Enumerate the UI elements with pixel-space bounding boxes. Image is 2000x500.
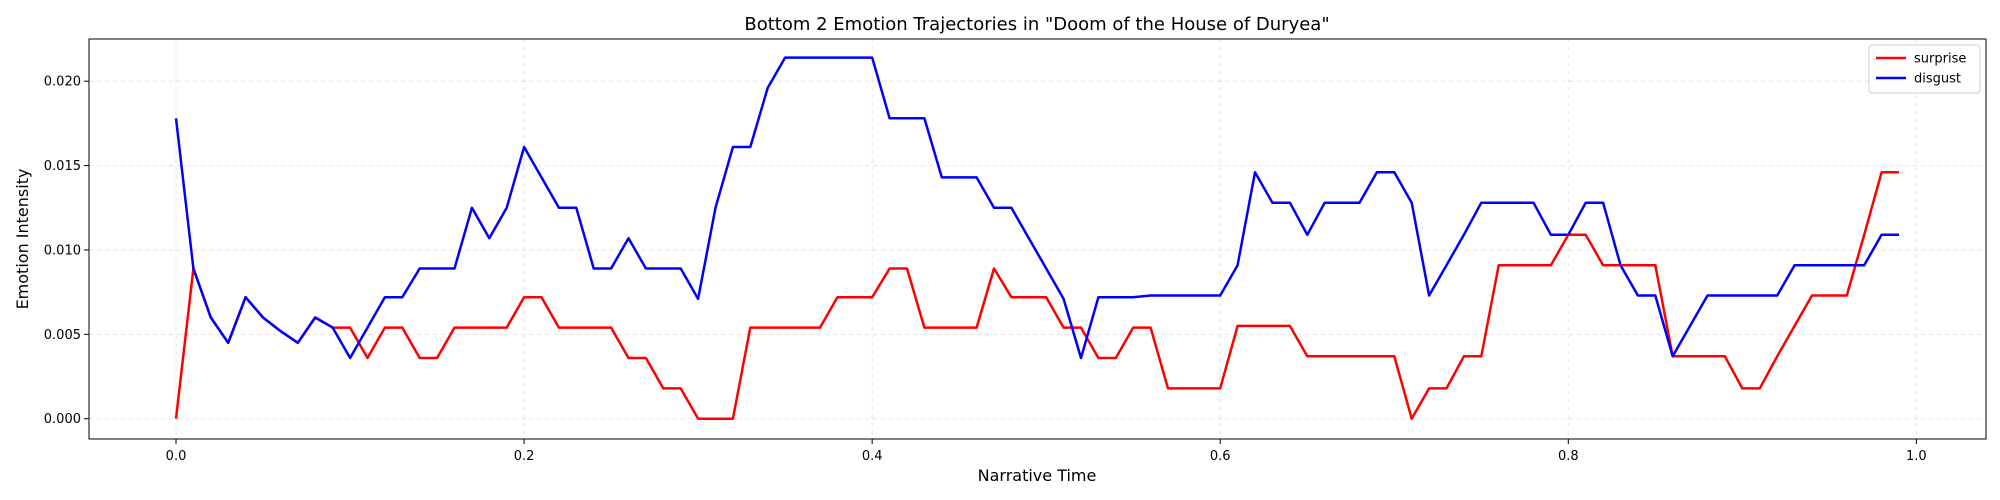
x-axis: 0.0 0.2 0.4 0.6 0.8 1.0 — [166, 439, 1927, 464]
x-tick-label: 0.4 — [862, 449, 883, 464]
x-tick-label: 1.0 — [1906, 449, 1927, 464]
series-line-disgust — [174, 56, 1899, 360]
x-axis-label: Narrative Time — [978, 466, 1097, 485]
x-tick-label: 0.0 — [166, 449, 187, 464]
plot-frame — [88, 38, 1987, 440]
legend-label-disgust: disgust — [1914, 72, 1961, 87]
x-tick-label: 0.6 — [1210, 449, 1231, 464]
y-axis-label: Emotion Intensity — [13, 169, 32, 310]
y-tick-label: 0.000 — [44, 412, 81, 427]
y-axis: 0.000 0.005 0.010 0.015 0.020 — [44, 75, 89, 427]
x-tick-label: 0.2 — [514, 449, 535, 464]
legend: surprise disgust — [1868, 44, 1981, 94]
chart-title: Bottom 2 Emotion Trajectories in "Doom o… — [744, 14, 1329, 35]
y-tick-label: 0.015 — [44, 159, 81, 174]
plot-series — [174, 56, 1899, 420]
x-tick-label: 0.8 — [1558, 449, 1579, 464]
series-line-surprise — [174, 171, 1899, 420]
y-tick-label: 0.010 — [44, 243, 81, 258]
grid-lines — [89, 39, 1986, 439]
legend-label-surprise: surprise — [1914, 52, 1966, 67]
y-tick-label: 0.020 — [44, 75, 81, 90]
y-tick-label: 0.005 — [44, 328, 81, 343]
